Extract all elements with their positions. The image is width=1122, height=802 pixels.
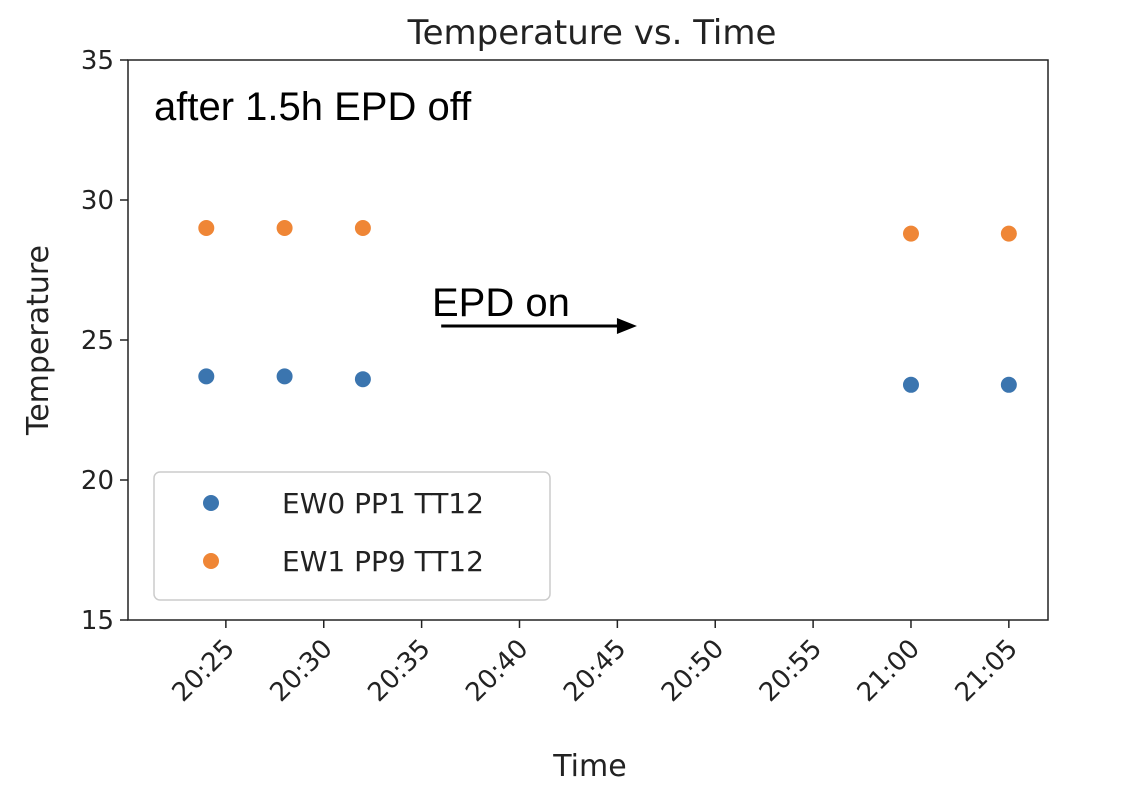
- scatter-point: [354, 371, 371, 388]
- scatter-point: [1000, 225, 1017, 242]
- x-tick-label: 20:30: [264, 634, 338, 708]
- scatter-point: [902, 376, 919, 393]
- scatter-point: [276, 368, 293, 385]
- legend: EW0 PP1 TT12 EW1 PP9 TT12: [153, 471, 551, 601]
- y-tick-label: 15: [81, 606, 114, 636]
- annotation-epd-on-label: EPD on: [432, 281, 570, 325]
- legend-label: EW0 PP1 TT12: [282, 487, 484, 520]
- annotation-epd-off: after 1.5h EPD off: [154, 85, 472, 129]
- scatter-point: [276, 220, 293, 236]
- scatter-point: [198, 220, 215, 236]
- data-points: [198, 220, 1017, 393]
- x-tick-label: 20:55: [754, 634, 828, 708]
- chart-title: Temperature vs. Time: [407, 13, 777, 53]
- scatter-point: [1000, 376, 1017, 393]
- x-tick-label: 20:35: [362, 634, 436, 708]
- x-tick-label: 20:25: [167, 634, 241, 708]
- y-axis-title: Temperature: [21, 245, 56, 436]
- y-axis: 15 20 25 30 35: [81, 46, 128, 636]
- legend-label: EW1 PP9 TT12: [282, 545, 484, 578]
- y-tick-label: 25: [81, 326, 114, 356]
- y-tick-label: 20: [81, 466, 114, 496]
- annotation-epd-on: EPD on: [432, 281, 637, 334]
- legend-marker: [203, 553, 219, 569]
- scatter-point: [902, 225, 919, 242]
- legend-box: [153, 471, 551, 601]
- x-tick-label: 21:05: [950, 634, 1024, 708]
- x-axis: 20:25 20:30 20:35 20:40 20:45 20:50 20:55 21:00…: [167, 620, 1024, 708]
- legend-marker: [203, 495, 219, 511]
- y-tick-label: 30: [81, 186, 114, 216]
- x-axis-title: Time: [552, 749, 626, 784]
- x-tick-label: 21:00: [852, 634, 926, 708]
- x-tick-label: 20:40: [460, 634, 534, 708]
- scatter-point: [198, 368, 215, 385]
- y-tick-label: 35: [81, 46, 114, 76]
- scatter-point: [354, 220, 371, 236]
- x-tick-label: 20:50: [656, 634, 730, 708]
- x-tick-label: 20:45: [558, 634, 632, 708]
- arrow-head: [616, 318, 637, 334]
